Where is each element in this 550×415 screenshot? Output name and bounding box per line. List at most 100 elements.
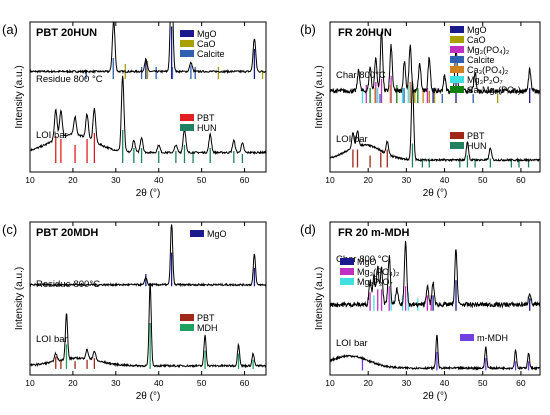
x-axis-label: 2θ (°) xyxy=(423,188,448,199)
diffraction-curve xyxy=(330,240,540,309)
plot-frame xyxy=(329,21,541,173)
legend-label: CaO xyxy=(467,35,486,45)
x-tick-label: 40 xyxy=(440,378,450,388)
x-tick-label: 40 xyxy=(154,175,164,185)
x-tick-label: 10 xyxy=(25,175,35,185)
series-label: LOI bar xyxy=(36,334,68,345)
legend-label: Mg₃(PO₄)₂ xyxy=(357,267,400,277)
legend-swatch xyxy=(450,26,464,33)
legend-swatch xyxy=(450,66,464,73)
legend-label: MDH xyxy=(197,323,218,333)
panel-3: 10 20 30 40 50 60 2θ (°) Intensity (a.u.) (c) PBT… xyxy=(2,221,267,402)
legend-swatch xyxy=(450,76,464,83)
x-tick-label: 40 xyxy=(154,378,164,388)
legend-label: Mg₃(PO₄)₂ xyxy=(467,45,510,55)
legend-label: CaO xyxy=(197,39,216,49)
x-tick-label: 30 xyxy=(111,378,121,388)
panel-label: (a) xyxy=(2,22,18,37)
y-axis-label: Intensity (a.u.) xyxy=(14,267,25,330)
x-tick-label: 50 xyxy=(197,378,207,388)
legend-swatch xyxy=(180,324,194,331)
series-bottom: LOI bar xyxy=(30,282,266,369)
diffraction-curve xyxy=(30,282,266,369)
x-tick-label: 60 xyxy=(240,378,250,388)
x-axis-label: 2θ (°) xyxy=(423,391,448,402)
legend-label: PBT xyxy=(197,113,215,123)
legend-swatch xyxy=(450,142,464,149)
x-tick-label: 20 xyxy=(68,175,78,185)
legend-label: HUN xyxy=(467,141,487,151)
diffraction-curve xyxy=(330,334,540,371)
legend-swatch xyxy=(450,86,464,93)
legend: MgOCaOMg₃(PO₄)₂CalciteCa₃(PO₄)₂Mg₃P₂O₇Ca… xyxy=(450,25,525,95)
legend-label: MgO xyxy=(467,25,487,35)
panel-4: 10 20 30 40 50 60 2θ (°) Intensity (a.u.) (d) FR … xyxy=(300,221,541,402)
x-tick-label: 30 xyxy=(111,175,121,185)
plot-frame xyxy=(329,221,541,376)
x-tick-label: 10 xyxy=(325,175,335,185)
legend-swatch xyxy=(340,278,354,285)
diffraction-curve xyxy=(30,224,266,288)
series-top: Residue 800°C xyxy=(30,224,266,290)
series-label: LOI bar xyxy=(336,134,368,145)
y-axis-label: Intensity (a.u.) xyxy=(314,65,325,128)
plot-frame xyxy=(29,21,267,173)
x-tick-label: 20 xyxy=(363,175,373,185)
legend-swatch xyxy=(180,40,194,47)
legend-swatch xyxy=(180,30,194,37)
plot-area: Residue 800°C LOI bar xyxy=(30,224,266,369)
diffraction-curve xyxy=(30,75,266,156)
y-axis-label: Intensity (a.u.) xyxy=(14,65,25,128)
legend-swatch xyxy=(180,124,194,131)
x-tick-label: 20 xyxy=(68,378,78,388)
series-label: Char 800°C xyxy=(336,70,386,81)
x-tick-label: 20 xyxy=(363,378,373,388)
legend-swatch xyxy=(450,46,464,53)
series-label: Char 800 °C xyxy=(336,254,389,265)
series-label: LOI bar xyxy=(36,130,68,141)
legend-label: Calcite xyxy=(467,55,495,65)
y-axis-label: Intensity (a.u.) xyxy=(314,267,325,330)
x-tick-label: 60 xyxy=(240,175,250,185)
legend-swatch xyxy=(340,258,354,265)
legend-label: PBT xyxy=(197,313,215,323)
legend-swatch xyxy=(450,36,464,43)
x-tick-label: 50 xyxy=(478,378,488,388)
panel-title: FR 20 m-MDH xyxy=(338,227,410,239)
panel-title: FR 20HUN xyxy=(338,27,392,39)
x-tick-label: 30 xyxy=(402,175,412,185)
legend-swatch xyxy=(450,132,464,139)
legend-swatch xyxy=(190,230,204,237)
x-axis-label: 2θ (°) xyxy=(136,188,161,199)
diffraction-curve xyxy=(30,22,266,75)
legend-swatch xyxy=(180,314,194,321)
legend-swatch xyxy=(450,56,464,63)
panel-label: (d) xyxy=(300,222,316,237)
panel-label: (b) xyxy=(300,22,316,37)
legend-swatch xyxy=(460,334,474,341)
diffraction-curve xyxy=(330,30,540,96)
x-tick-label: 50 xyxy=(478,175,488,185)
legend: m-MDH xyxy=(460,333,508,343)
legend-swatch xyxy=(340,268,354,275)
panel-title: PBT 20MDH xyxy=(36,227,98,239)
series-label: Residue 800°C xyxy=(36,279,100,290)
legend-label: MgO xyxy=(197,29,217,39)
x-tick-label: 10 xyxy=(25,378,35,388)
legend-label: m-MDH xyxy=(477,333,508,343)
series-label: Residue 800 °C xyxy=(36,74,103,85)
legend-label: HUN xyxy=(197,123,217,133)
legend-swatch xyxy=(180,50,194,57)
legend-label: MgO xyxy=(357,257,377,267)
plot-area: Char 800 °C LOI bar xyxy=(330,240,540,371)
series-bottom: LOI bar xyxy=(330,334,540,371)
plot-area: Char 800°C LOI bar xyxy=(330,30,540,168)
x-tick-label: 30 xyxy=(402,378,412,388)
x-tick-label: 10 xyxy=(325,378,335,388)
